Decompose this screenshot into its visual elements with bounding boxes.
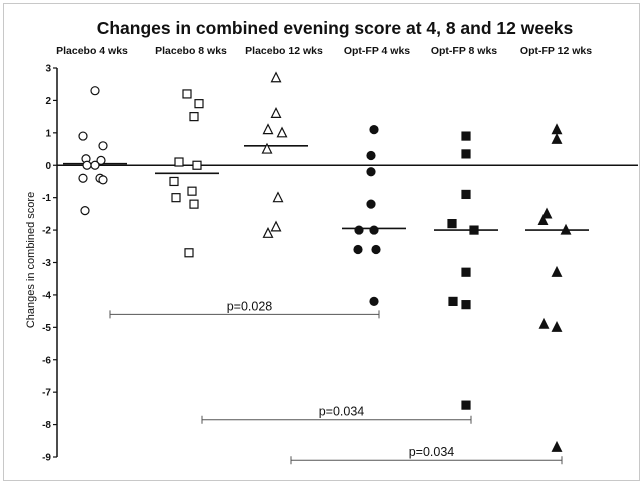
data-point <box>187 186 197 196</box>
data-point <box>369 124 379 135</box>
data-point <box>262 123 274 135</box>
y-tick-label: 2 <box>45 96 51 107</box>
data-point <box>369 225 379 235</box>
data-point <box>169 176 179 187</box>
data-point <box>270 107 282 118</box>
data-point <box>541 207 553 219</box>
data-point <box>174 157 184 167</box>
p-value-label: p=0.034 <box>319 405 365 419</box>
y-tick-label: 1 <box>45 128 51 139</box>
data-point <box>448 296 458 306</box>
data-point <box>366 150 376 161</box>
data-point <box>461 300 471 310</box>
group-label: Opt-FP 12 wks <box>520 45 592 57</box>
comparison-brackets: p=0.028 p=0.034 p=0.034 <box>109 299 563 465</box>
data-point <box>461 267 471 277</box>
data-point <box>560 223 572 235</box>
data-point <box>461 149 471 159</box>
group-label: Opt-FP 8 wks <box>431 45 497 57</box>
data-point <box>98 175 108 185</box>
data-point <box>270 220 282 232</box>
group-label: Placebo 12 wks <box>245 45 323 57</box>
data-point <box>354 225 364 235</box>
data-point <box>447 219 457 229</box>
y-tick-label: -5 <box>42 323 51 334</box>
data-point <box>78 173 88 183</box>
chart-frame: Changes in combined evening score at 4, … <box>3 3 640 481</box>
scatter-chart: Changes in combined evening score at 4, … <box>25 18 638 465</box>
data-point <box>461 131 471 141</box>
chart-title: Changes in combined evening score at 4, … <box>97 18 574 38</box>
data-point <box>551 265 563 277</box>
group-label: Placebo 8 wks <box>155 45 227 57</box>
data-point <box>551 132 563 144</box>
y-tick-label: 3 <box>45 64 51 75</box>
data-point <box>369 296 379 306</box>
p-value-label: p=0.028 <box>227 299 273 313</box>
data-point <box>538 317 550 329</box>
data-point <box>78 131 88 141</box>
data-point <box>366 167 376 177</box>
data-point <box>189 199 199 209</box>
group-label: Opt-FP 4 wks <box>344 45 410 57</box>
data-point <box>80 206 90 216</box>
y-tick-label: -1 <box>42 193 51 204</box>
data-point <box>96 155 106 165</box>
data-point <box>551 320 563 332</box>
y-tick-label: 0 <box>45 161 51 172</box>
y-tick-label: -4 <box>42 290 51 301</box>
data-point <box>270 71 282 83</box>
data-point <box>272 191 284 203</box>
data-point <box>82 160 92 170</box>
data-point <box>194 99 204 109</box>
data-point <box>353 244 363 255</box>
data-point <box>182 89 192 99</box>
data-point <box>551 123 563 135</box>
group-labels: Placebo 4 wks Placebo 8 wks Placebo 12 wks… <box>56 45 592 57</box>
data-point <box>98 141 108 151</box>
data-point <box>90 160 100 170</box>
axes: 3 2 1 0 -1 -2 -3 -4 -5 -6 -7 -8 -9 <box>42 64 638 464</box>
data-point <box>461 189 471 200</box>
data-point <box>262 226 274 238</box>
y-tick-label: -7 <box>42 388 51 399</box>
p-value-label: p=0.034 <box>409 445 455 459</box>
y-axis-label: Changes in combined score <box>25 192 37 328</box>
data-point <box>261 142 273 154</box>
data-point <box>189 112 199 122</box>
data-point <box>192 160 202 170</box>
y-tick-label: -8 <box>42 420 51 431</box>
median-lines <box>63 145 589 231</box>
data-point <box>171 193 181 203</box>
group-label: Placebo 4 wks <box>56 45 128 57</box>
data-point <box>276 126 288 138</box>
y-tick-label: -9 <box>42 453 51 464</box>
data-point <box>371 244 381 255</box>
data-point <box>461 400 471 410</box>
data-point <box>366 199 376 209</box>
data-point <box>551 440 563 452</box>
y-tick-label: -2 <box>42 226 51 237</box>
data-point <box>90 86 100 96</box>
data-point <box>537 214 549 225</box>
y-tick-label: -6 <box>42 355 51 366</box>
data-point <box>184 248 194 258</box>
data-point <box>469 225 479 235</box>
data-points <box>78 71 572 452</box>
y-tick-label: -3 <box>42 258 51 269</box>
